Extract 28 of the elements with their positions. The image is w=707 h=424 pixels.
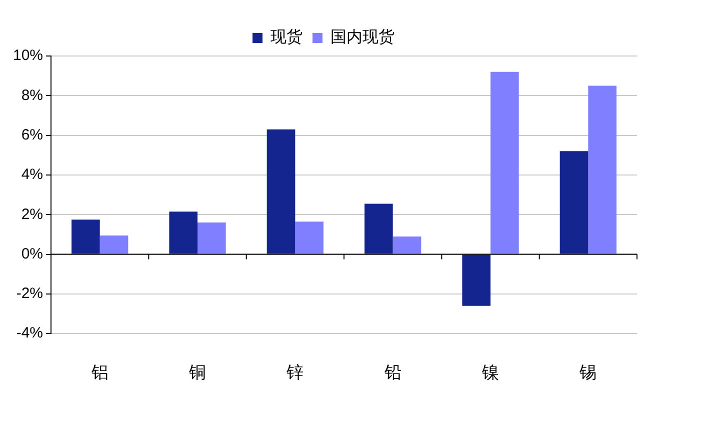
bar [392, 236, 422, 254]
bar [100, 235, 128, 254]
y-tick-label: 2% [21, 206, 44, 223]
y-tick-label: 6% [21, 126, 44, 144]
bar [560, 151, 588, 254]
x-tick-label: 铝 [90, 363, 108, 384]
bar [490, 72, 519, 254]
y-tick-label: 10% [12, 47, 44, 64]
bar [198, 222, 226, 254]
bar [169, 212, 198, 254]
y-tick-label: 8% [21, 86, 44, 104]
x-tick-label: 镍 [481, 363, 500, 384]
bar [588, 86, 616, 254]
y-tick-label: 0% [21, 245, 44, 262]
bar [72, 220, 100, 254]
x-tick-label: 锌 [286, 363, 304, 384]
bar [462, 254, 491, 306]
x-tick-label: 铜 [188, 363, 206, 384]
y-tick-label: 4% [21, 166, 44, 184]
bar [295, 222, 324, 254]
x-tick-label: 锡 [578, 363, 597, 384]
bar [364, 204, 393, 254]
legend-label: 现货 [270, 27, 302, 46]
legend-label: 国内现货 [330, 27, 394, 46]
x-tick-label: 铅 [383, 363, 402, 384]
y-tick-label: -4% [16, 324, 44, 342]
y-tick-label: -2% [16, 285, 44, 302]
bar [266, 129, 296, 254]
